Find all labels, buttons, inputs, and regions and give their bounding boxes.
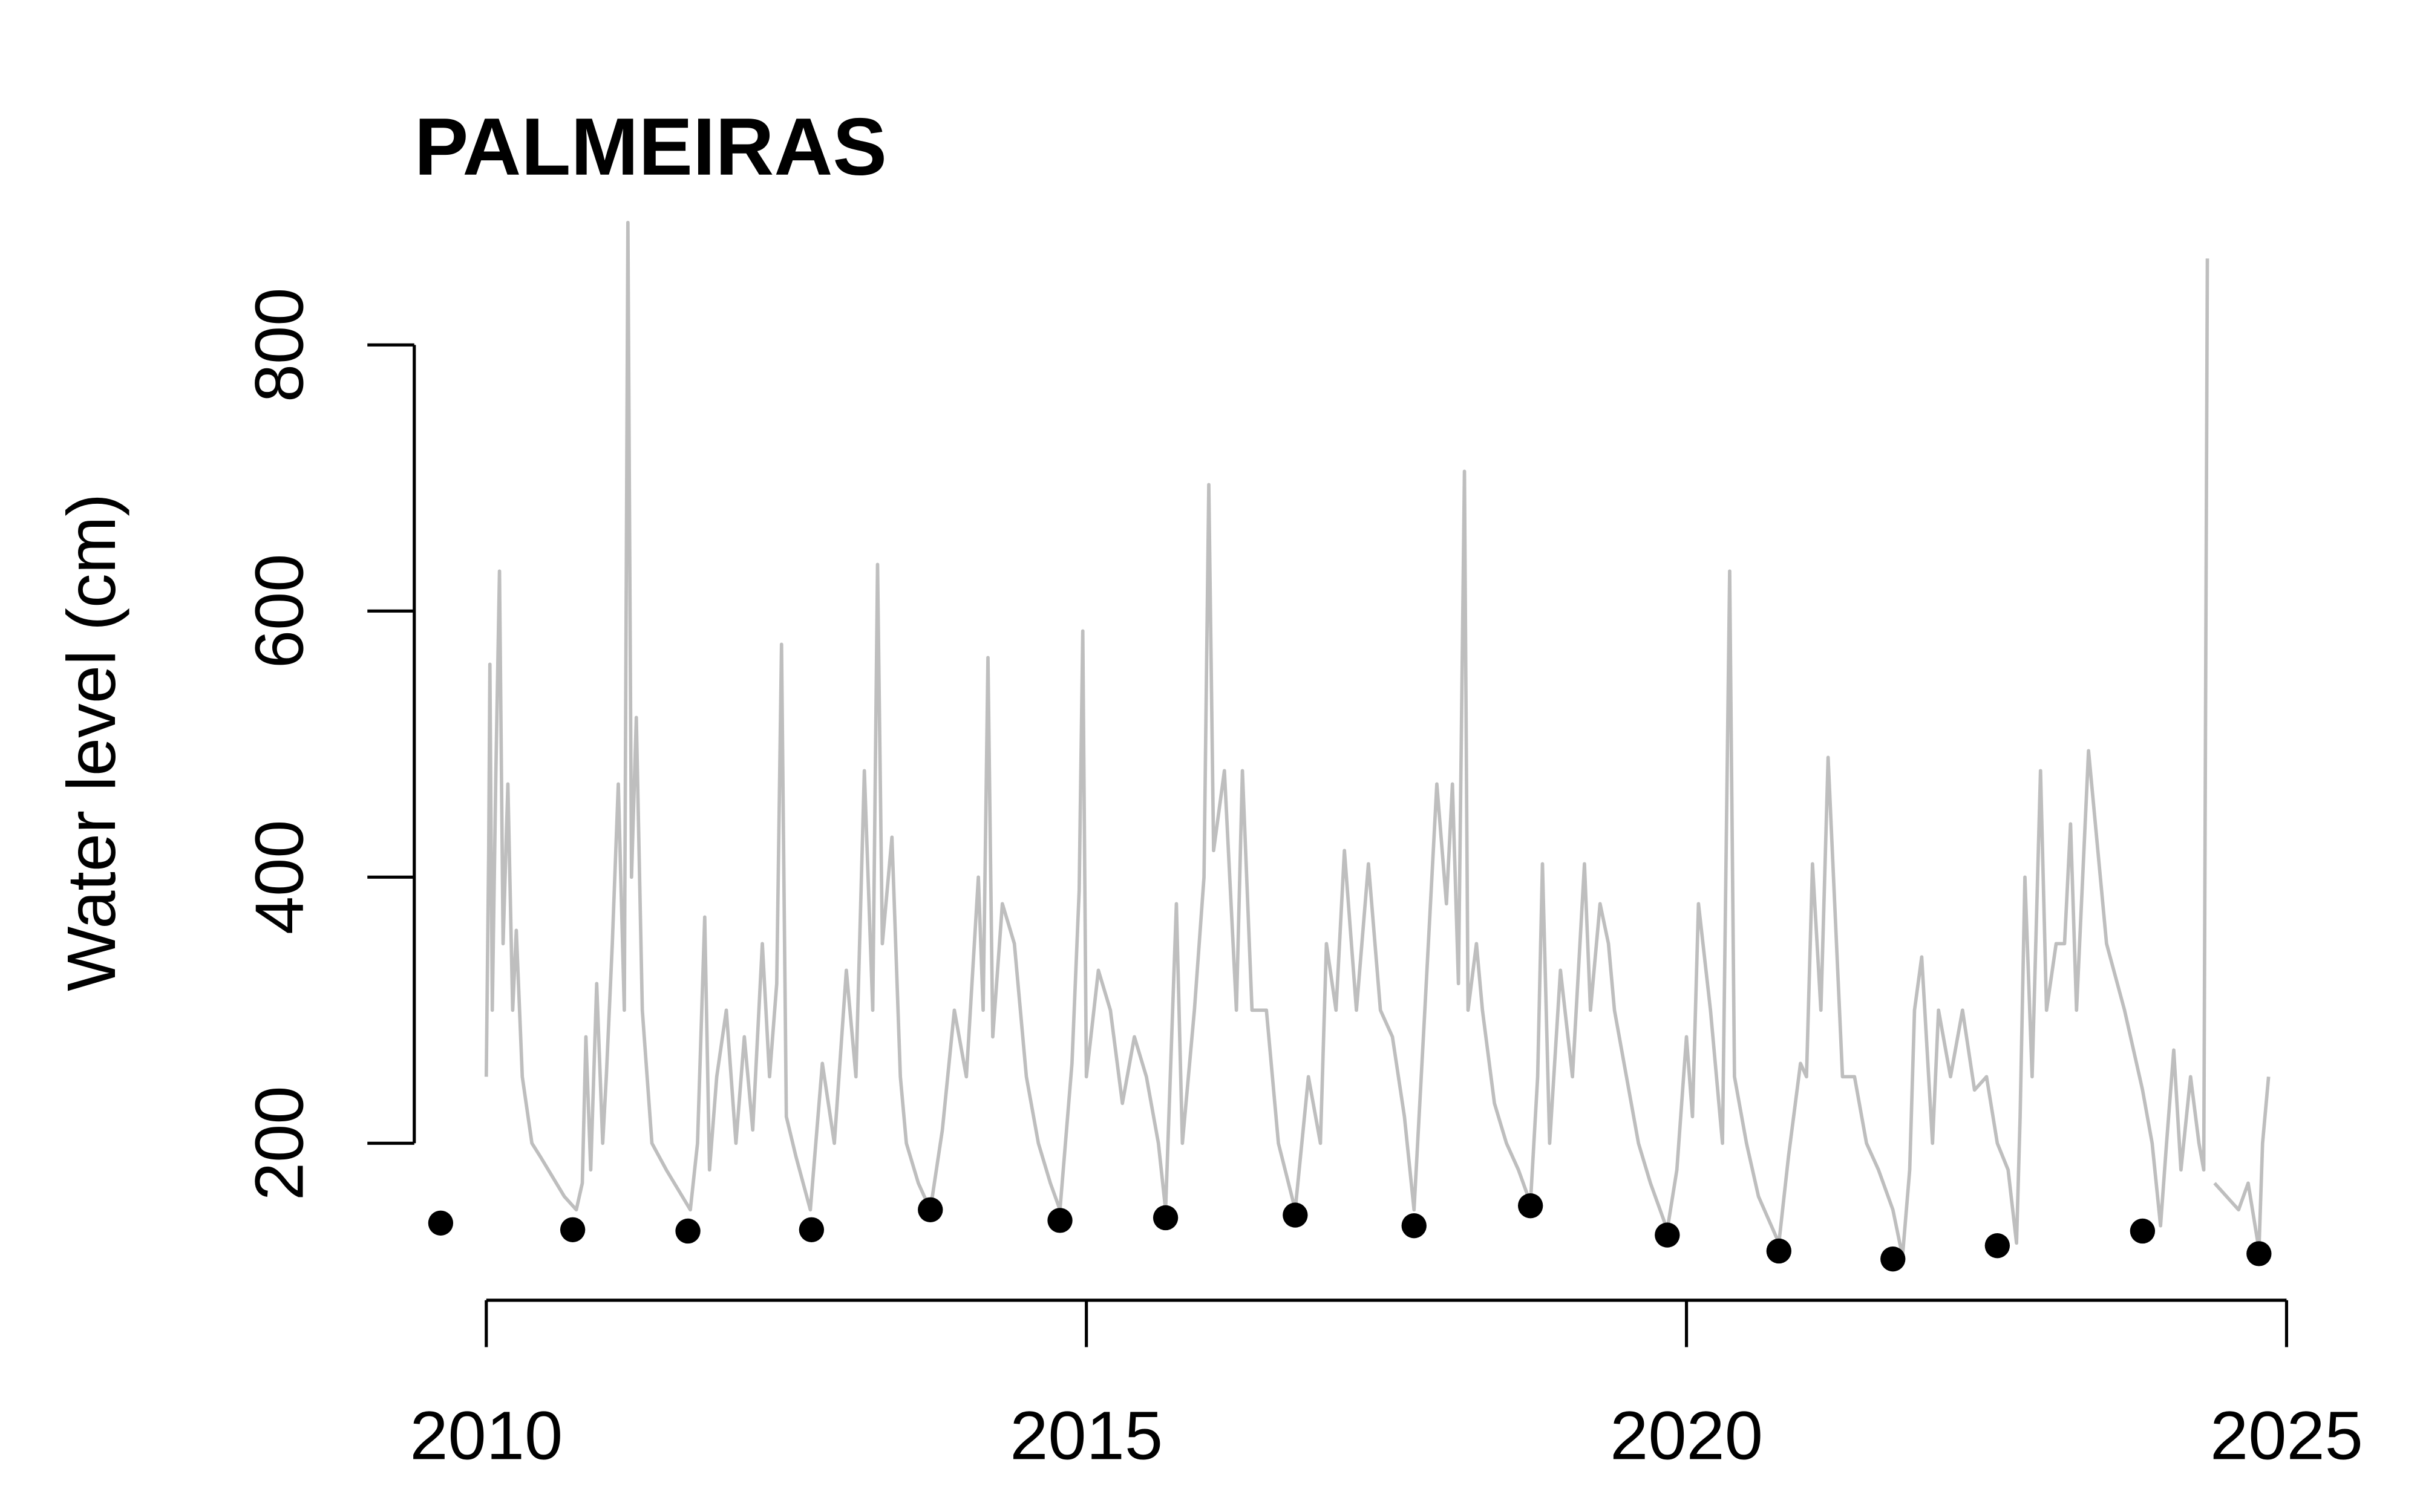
annual-minimum-point xyxy=(428,1210,454,1236)
y-tick-label: 600 xyxy=(241,553,318,668)
y-tick-label: 200 xyxy=(241,1086,318,1201)
annual-minimum-point xyxy=(1283,1202,1308,1228)
annual-minimum-point xyxy=(2130,1218,2156,1244)
water-level-line xyxy=(484,221,2271,1259)
annual-minimum-point xyxy=(1047,1208,1073,1233)
annual-minimum-point xyxy=(1766,1238,1791,1264)
annual-minimum-point xyxy=(799,1217,825,1242)
annual-minimum-point xyxy=(1153,1205,1179,1231)
annual-minimum-point xyxy=(1517,1193,1543,1219)
annual-minimum-point xyxy=(1984,1233,2010,1259)
y-tick-label: 800 xyxy=(241,287,318,402)
x-tick-label: 2025 xyxy=(2210,1397,2363,1474)
x-tick-label: 2020 xyxy=(1610,1397,1763,1474)
y-tick-label: 400 xyxy=(241,820,318,934)
annual-minimum-point xyxy=(675,1218,701,1244)
annual-minimum-point xyxy=(1880,1246,1906,1272)
annual-minimum-point xyxy=(1401,1213,1427,1239)
annual-minimum-point xyxy=(2246,1241,2272,1266)
y-axis-label: Water level (cm) xyxy=(53,494,130,991)
annual-minimum-point xyxy=(560,1217,586,1242)
annual-minimum-point xyxy=(1655,1222,1680,1248)
annual-minimum-point xyxy=(918,1197,943,1222)
x-tick-label: 2010 xyxy=(410,1397,563,1474)
chart-title: PALMEIRAS xyxy=(414,102,887,192)
x-tick-label: 2015 xyxy=(1010,1397,1163,1474)
